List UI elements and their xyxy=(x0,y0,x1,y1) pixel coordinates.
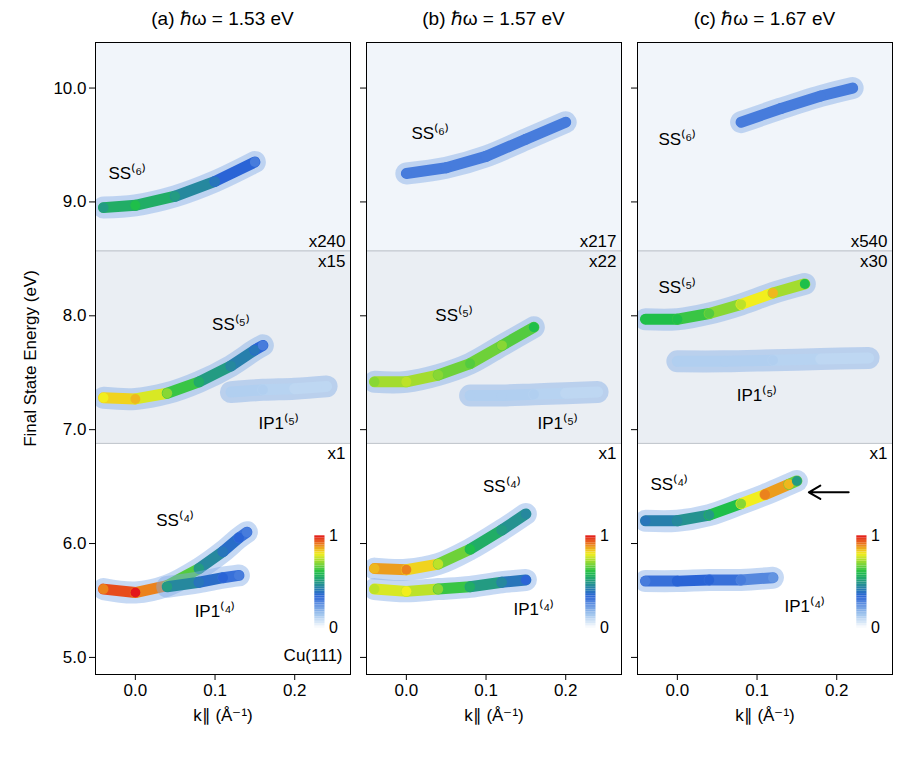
svg-text:0.1: 0.1 xyxy=(203,681,227,700)
html-text:(c) ℏω = 1.67 eV: (c) ℏω = 1.67 eV xyxy=(693,8,836,29)
svg-text:x1: x1 xyxy=(870,444,888,463)
svg-text:0.2: 0.2 xyxy=(825,681,849,700)
svg-text:1: 1 xyxy=(329,527,338,544)
svg-text:9.0: 9.0 xyxy=(63,192,87,211)
svg-text:k∥ (Å⁻¹): k∥ (Å⁻¹) xyxy=(464,706,524,725)
svg-text:Final State Energy (eV): Final State Energy (eV) xyxy=(21,270,40,447)
svg-text:SS⁽⁵⁾: SS⁽⁵⁾ xyxy=(435,305,473,325)
svg-text:SS⁽⁵⁾: SS⁽⁵⁾ xyxy=(658,277,696,297)
svg-text:x15: x15 xyxy=(318,252,345,271)
svg-text:x540: x540 xyxy=(851,232,888,251)
svg-text:x217: x217 xyxy=(580,232,617,251)
svg-text:IP1⁽⁴⁾: IP1⁽⁴⁾ xyxy=(784,596,825,616)
svg-text:0: 0 xyxy=(871,619,880,636)
svg-text:1: 1 xyxy=(600,527,609,544)
svg-text:0.0: 0.0 xyxy=(666,681,690,700)
svg-text:SS⁽⁶⁾: SS⁽⁶⁾ xyxy=(109,163,147,183)
svg-text:7.0: 7.0 xyxy=(63,420,87,439)
svg-text:8.0: 8.0 xyxy=(63,306,87,325)
svg-text:0.0: 0.0 xyxy=(124,681,148,700)
svg-text:IP1⁽⁴⁾: IP1⁽⁴⁾ xyxy=(513,599,554,619)
html-text:(b) ℏω = 1.57 eV: (b) ℏω = 1.57 eV xyxy=(422,8,565,29)
svg-text:IP1⁽⁴⁾: IP1⁽⁴⁾ xyxy=(195,601,236,621)
svg-text:0.1: 0.1 xyxy=(745,681,769,700)
svg-text:k∥ (Å⁻¹): k∥ (Å⁻¹) xyxy=(735,706,795,725)
svg-text:SS⁽⁴⁾: SS⁽⁴⁾ xyxy=(483,476,521,496)
svg-text:IP1⁽⁵⁾: IP1⁽⁵⁾ xyxy=(737,385,778,405)
svg-text:6.0: 6.0 xyxy=(63,534,87,553)
html-text:(a) ℏω = 1.53 eV: (a) ℏω = 1.53 eV xyxy=(151,8,294,29)
svg-text:x1: x1 xyxy=(328,444,346,463)
svg-text:IP1⁽⁵⁾: IP1⁽⁵⁾ xyxy=(537,413,578,433)
svg-text:SS⁽⁴⁾: SS⁽⁴⁾ xyxy=(650,474,688,494)
svg-text:SS⁽⁶⁾: SS⁽⁶⁾ xyxy=(659,129,697,149)
svg-text:x240: x240 xyxy=(309,232,346,251)
svg-text:SS⁽⁴⁾: SS⁽⁴⁾ xyxy=(156,510,194,530)
svg-text:0.0: 0.0 xyxy=(395,681,419,700)
svg-text:Cu(111): Cu(111) xyxy=(284,646,343,665)
svg-text:SS⁽⁵⁾: SS⁽⁵⁾ xyxy=(212,314,250,334)
svg-text:5.0: 5.0 xyxy=(63,648,87,667)
svg-text:0.1: 0.1 xyxy=(474,681,498,700)
svg-text:x22: x22 xyxy=(589,252,616,271)
svg-text:10.0: 10.0 xyxy=(53,78,86,97)
svg-text:x1: x1 xyxy=(599,444,617,463)
svg-text:x30: x30 xyxy=(860,252,887,271)
svg-text:IP1⁽⁵⁾: IP1⁽⁵⁾ xyxy=(258,413,299,433)
svg-text:k∥ (Å⁻¹): k∥ (Å⁻¹) xyxy=(193,706,253,725)
svg-text:1: 1 xyxy=(871,527,880,544)
svg-text:0.2: 0.2 xyxy=(283,681,307,700)
svg-text:0: 0 xyxy=(329,619,338,636)
svg-text:0.2: 0.2 xyxy=(554,681,578,700)
svg-text:0: 0 xyxy=(600,619,609,636)
svg-text:SS⁽⁶⁾: SS⁽⁶⁾ xyxy=(411,123,449,143)
